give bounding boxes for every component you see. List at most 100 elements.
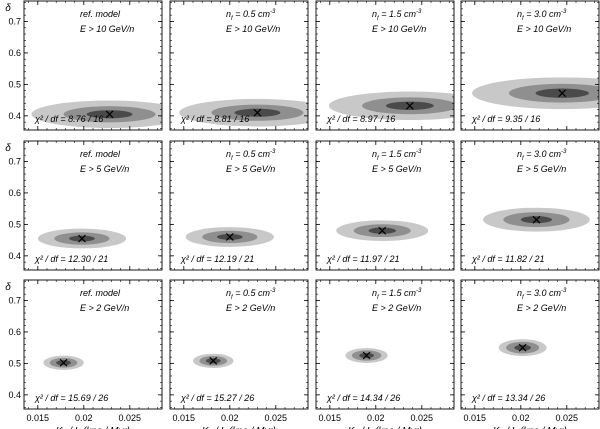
chi2-label: χ² / df = 12.30 / 21 bbox=[34, 254, 108, 264]
y-tick-label: 0.6 bbox=[8, 327, 21, 337]
panel-frame bbox=[315, 140, 455, 271]
best-fit-marker bbox=[378, 226, 387, 235]
panel-2-2: nf = 0.5 cm-3 E > 5 GeV/n χ² / df = 12.19 … bbox=[169, 140, 309, 271]
x-axis-label: K0 / L (kpc / Myr) bbox=[202, 426, 276, 429]
density-label: nf = 0.5 cm-3 bbox=[226, 288, 276, 301]
energy-label: E > 2 GeV/n bbox=[517, 303, 566, 313]
density-label: nf = 1.5 cm-3 bbox=[372, 9, 422, 22]
x-tick-label: 0.025 bbox=[119, 413, 142, 423]
x-tick-label: 0.025 bbox=[411, 413, 434, 423]
panel-1-1: 0.4 0.5 0.6 0.7 δ ref. model E > 10 GeV/n χ² / … bbox=[5, 0, 163, 131]
chi2-label: χ² / df = 11.82 / 21 bbox=[471, 254, 545, 264]
chi2-label: χ² / df = 15.69 / 26 bbox=[34, 393, 108, 403]
panel-frame bbox=[23, 140, 163, 271]
x-axis-label: K0 / L (kpc / Myr) bbox=[56, 426, 130, 429]
best-fit-marker bbox=[518, 343, 527, 352]
x-tick-label: 0.015 bbox=[319, 413, 342, 423]
energy-label: E > 10 GeV/n bbox=[372, 24, 426, 34]
energy-label: E > 5 GeV/n bbox=[80, 164, 129, 174]
density-label: nf = 3.0 cm-3 bbox=[517, 9, 567, 22]
best-fit-marker bbox=[59, 358, 68, 367]
x-tick-label: 0.015 bbox=[27, 413, 50, 423]
density-label: nf = 1.5 cm-3 bbox=[372, 288, 422, 301]
y-axis-label: δ bbox=[5, 3, 11, 14]
y-tick-label: 0.6 bbox=[8, 188, 21, 198]
chi2-label: χ² / df = 14.34 / 26 bbox=[326, 393, 400, 403]
panel-3-1: 0.4 0.5 0.6 0.7 δ 0.015 0.02 0.025 K0 / L (kpc /… bbox=[5, 279, 163, 429]
chi2-label: χ² / df = 12.19 / 21 bbox=[180, 254, 254, 264]
chi2-label: χ² / df = 9.35 / 16 bbox=[471, 114, 540, 124]
density-label: nf = 1.5 cm-3 bbox=[372, 149, 422, 162]
energy-label: E > 10 GeV/n bbox=[226, 24, 280, 34]
chi2-label: χ² / df = 8.81 / 16 bbox=[180, 114, 249, 124]
chi2-label: χ² / df = 8.76 / 16 bbox=[34, 114, 103, 124]
model-label: ref. model bbox=[80, 9, 121, 19]
y-tick-label: 0.4 bbox=[8, 251, 21, 261]
x-tick-label: 0.02 bbox=[221, 413, 239, 423]
y-tick-label: 0.5 bbox=[8, 79, 21, 89]
density-label: nf = 0.5 cm-3 bbox=[226, 149, 276, 162]
x-tick-label: 0.025 bbox=[265, 413, 288, 423]
y-tick-label: 0.7 bbox=[8, 156, 21, 166]
x-tick-label: 0.02 bbox=[512, 413, 530, 423]
best-fit-marker bbox=[225, 233, 234, 241]
y-tick-label: 0.7 bbox=[8, 295, 21, 305]
energy-label: E > 5 GeV/n bbox=[226, 164, 275, 174]
confidence-contours bbox=[472, 77, 599, 110]
panel-frame bbox=[460, 0, 600, 131]
panel-3-2: 0.015 0.02 0.025 K0 / L (kpc / Myr) nf = 0.5… bbox=[169, 279, 309, 429]
y-tick-label: 0.4 bbox=[8, 390, 21, 400]
best-fit-marker bbox=[532, 215, 541, 224]
panel-3-4: 0.015 0.02 0.025 K0 / L (kpc / Myr) nf = 3.0… bbox=[460, 279, 600, 429]
best-fit-marker bbox=[253, 108, 262, 117]
x-tick-label: 0.02 bbox=[75, 413, 93, 423]
best-fit-marker bbox=[105, 110, 114, 119]
energy-label: E > 2 GeV/n bbox=[80, 303, 129, 313]
panel-frame bbox=[169, 140, 309, 271]
panel-1-4: nf = 3.0 cm-3 E > 10 GeV/n χ² / df = 9.35 … bbox=[460, 0, 600, 131]
panel-2-3: nf = 1.5 cm-3 E > 5 GeV/n χ² / df = 11.97 … bbox=[315, 140, 455, 271]
y-axis-label: δ bbox=[5, 143, 11, 154]
panel-2-1: 0.4 0.5 0.6 0.7 δ ref. model E > 5 GeV/n χ² / d… bbox=[5, 140, 163, 271]
energy-label: E > 2 GeV/n bbox=[226, 303, 275, 313]
y-tick-label: 0.5 bbox=[8, 358, 21, 368]
y-axis-label: δ bbox=[5, 282, 11, 293]
x-tick-label: 0.02 bbox=[367, 413, 385, 423]
x-tick-label: 0.025 bbox=[556, 413, 579, 423]
chi2-label: χ² / df = 8.97 / 16 bbox=[326, 114, 395, 124]
y-tick-label: 0.7 bbox=[8, 16, 21, 26]
best-fit-marker bbox=[362, 351, 371, 360]
y-tick-label: 0.6 bbox=[8, 48, 21, 58]
chi2-label: χ² / df = 11.97 / 21 bbox=[326, 254, 400, 264]
density-label: nf = 0.5 cm-3 bbox=[226, 9, 276, 22]
chi2-label: χ² / df = 13.34 / 26 bbox=[471, 393, 545, 403]
panel-frame bbox=[169, 279, 309, 410]
panel-frame bbox=[23, 279, 163, 410]
chi2-label: χ² / df = 15.27 / 26 bbox=[180, 393, 254, 403]
panel-3-3: 0.015 0.02 0.025 K0 / L (kpc / Myr) nf = 1.5… bbox=[315, 279, 455, 429]
x-axis-label: K0 / L (kpc / Myr) bbox=[493, 426, 567, 429]
panel-2-4: nf = 3.0 cm-3 E > 5 GeV/n χ² / df = 11.82 … bbox=[460, 140, 600, 271]
density-label: nf = 3.0 cm-3 bbox=[517, 149, 567, 162]
x-tick-label: 0.015 bbox=[173, 413, 196, 423]
best-fit-marker bbox=[209, 356, 218, 365]
model-label: ref. model bbox=[80, 288, 121, 298]
panel-frame bbox=[460, 140, 600, 271]
y-tick-label: 0.5 bbox=[8, 219, 21, 229]
energy-label: E > 10 GeV/n bbox=[517, 24, 571, 34]
best-fit-marker bbox=[405, 101, 414, 110]
density-label: nf = 3.0 cm-3 bbox=[517, 288, 567, 301]
panel-1-2: nf = 0.5 cm-3 E > 10 GeV/n χ² / df = 8.81 … bbox=[169, 0, 309, 131]
best-fit-marker bbox=[558, 89, 567, 98]
energy-label: E > 5 GeV/n bbox=[517, 164, 566, 174]
energy-label: E > 2 GeV/n bbox=[372, 303, 421, 313]
panel-1-3: nf = 1.5 cm-3 E > 10 GeV/n χ² / df = 8.97 … bbox=[315, 0, 455, 131]
x-tick-label: 0.015 bbox=[464, 413, 487, 423]
best-fit-marker bbox=[78, 234, 86, 243]
x-axis-label: K0 / L (kpc / Myr) bbox=[348, 426, 422, 429]
energy-label: E > 10 GeV/n bbox=[80, 24, 134, 34]
energy-label: E > 5 GeV/n bbox=[372, 164, 421, 174]
panel-frame bbox=[315, 279, 455, 410]
model-label: ref. model bbox=[80, 149, 121, 159]
